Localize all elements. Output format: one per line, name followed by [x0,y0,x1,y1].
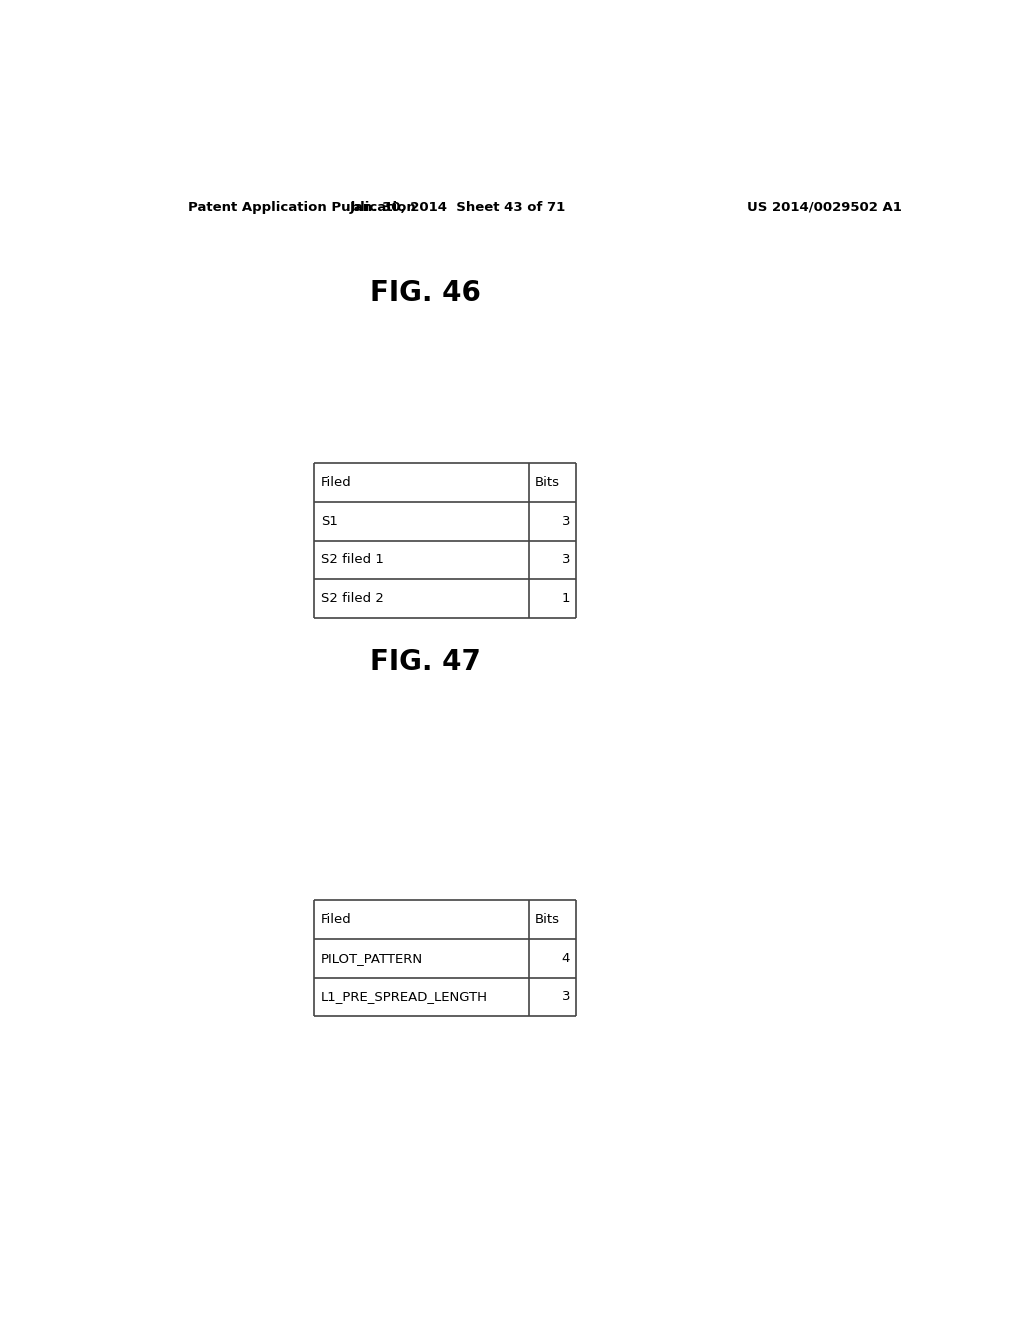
Text: 1: 1 [561,591,570,605]
Text: FIG. 46: FIG. 46 [370,279,481,306]
Text: 3: 3 [561,515,570,528]
Text: S1: S1 [321,515,338,528]
Text: Filed: Filed [321,477,351,490]
Text: S2 filed 1: S2 filed 1 [321,553,384,566]
Text: Filed: Filed [321,913,351,927]
Text: Jan. 30, 2014  Sheet 43 of 71: Jan. 30, 2014 Sheet 43 of 71 [349,201,565,214]
Text: 3: 3 [561,553,570,566]
Text: Patent Application Publication: Patent Application Publication [187,201,416,214]
Text: Bits: Bits [536,477,560,490]
Text: S2 filed 2: S2 filed 2 [321,591,384,605]
Text: L1_PRE_SPREAD_LENGTH: L1_PRE_SPREAD_LENGTH [321,990,487,1003]
Text: PILOT_PATTERN: PILOT_PATTERN [321,952,423,965]
Text: 3: 3 [561,990,570,1003]
Text: Bits: Bits [536,913,560,927]
Text: FIG. 47: FIG. 47 [370,648,481,676]
Text: 4: 4 [561,952,570,965]
Text: US 2014/0029502 A1: US 2014/0029502 A1 [748,201,902,214]
